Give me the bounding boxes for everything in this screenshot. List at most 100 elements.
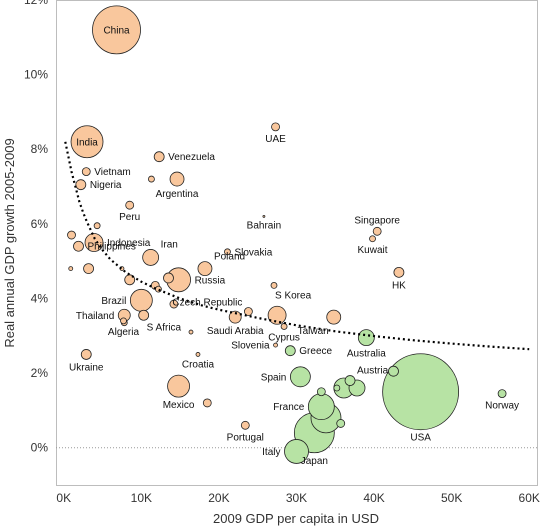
point-label-hk: HK — [392, 280, 406, 291]
point-labels: China India Vietnam Nigeria Peru Venezuela Arg… — [69, 25, 519, 466]
bubble-s-korea — [270, 282, 278, 289]
point-label-saudi-arabia: Saudi Arabia — [207, 326, 264, 337]
point-label-portugal: Portugal — [227, 432, 264, 443]
bubble-india — [70, 125, 104, 159]
bubble-mexico-b — [202, 398, 212, 408]
bubble-russia-b — [163, 272, 174, 284]
point-label-croatia: Croatia — [182, 359, 215, 370]
bubble-algeria — [120, 317, 127, 325]
bubble-bahrain — [262, 214, 266, 218]
point-label-indonesia: Indonesia — [107, 238, 151, 249]
bubble-austria — [344, 375, 356, 386]
point-label-usa: USA — [410, 433, 431, 444]
point-label-greece: Greece — [299, 346, 332, 357]
y-tick-label: 0% — [31, 441, 49, 455]
bubble-cyprus — [280, 323, 288, 330]
x-axis-title: 2009 GDP per capita in USD — [213, 511, 379, 526]
bubble-kuwait — [369, 235, 376, 243]
point-label-ukraine: Ukraine — [69, 362, 104, 373]
point-label-russia: Russia — [195, 275, 226, 286]
bubble-greece — [284, 345, 296, 357]
bubble-poland — [197, 261, 213, 277]
bubble-nigeria — [75, 179, 87, 191]
bubble-slovakia — [224, 248, 231, 256]
bubble-australia — [357, 329, 375, 347]
point-label-norway: Norway — [485, 401, 519, 412]
point-label-cyprus: Cyprus — [268, 332, 300, 343]
x-tick-label: 40K — [363, 491, 384, 505]
point-label-brazil: Brazil — [101, 296, 126, 307]
point-label-thailand: Thailand — [76, 311, 114, 322]
y-tick-label: 8% — [31, 142, 49, 156]
plot-frame — [56, 0, 538, 486]
point-label-france: France — [273, 402, 305, 413]
point-label-spain: Spain — [261, 372, 287, 383]
point-label-bahrain: Bahrain — [247, 220, 281, 231]
bubble-austria-b — [388, 365, 399, 377]
x-tick-label: 60K — [519, 491, 540, 505]
point-label-australia: Australia — [347, 349, 386, 360]
y-tick-label: 2% — [31, 366, 49, 380]
y-tick-label: 10% — [24, 68, 48, 82]
point-label-japan: Japan — [301, 456, 328, 467]
bubble-portugal — [240, 420, 250, 430]
bubble-s-korea-b — [267, 305, 287, 325]
bubble-hk — [393, 266, 405, 278]
bubble-vietnam — [81, 167, 91, 177]
bubble-norway — [497, 389, 507, 398]
point-label-vietnam: Vietnam — [94, 167, 131, 178]
bubble-france-c — [336, 419, 346, 428]
point-label-italy: Italy — [262, 447, 280, 458]
y-tick-label: 12% — [24, 0, 48, 7]
y-tick-label: 4% — [31, 291, 49, 305]
bubble-indonesia — [84, 233, 104, 252]
bubble-argentina — [169, 171, 185, 187]
point-label-slovakia: Slovakia — [234, 247, 272, 258]
bubble-peru — [125, 200, 135, 210]
bubble-philippines-c — [83, 263, 94, 275]
point-label-s-africa: S Africa — [147, 322, 182, 333]
bubble-s-africa — [138, 309, 150, 321]
bubble-singapore — [372, 226, 382, 236]
bubble-taiwan — [326, 309, 342, 325]
bubble-brazil — [129, 288, 153, 312]
point-label-s-korea: S Korea — [275, 290, 312, 301]
point-label-china: China — [103, 25, 130, 36]
point-label-czech-republic: Czech Republic — [172, 298, 242, 309]
bubble-saudi-arabia — [228, 310, 242, 324]
bubble-argentina-b — [148, 175, 155, 183]
bubble-usa — [382, 353, 460, 431]
point-label-slovenia: Slovenia — [231, 341, 270, 352]
point-label-austria: Austria — [357, 366, 389, 377]
bubble-iran — [142, 249, 160, 266]
bubble-uae — [271, 122, 280, 132]
x-axis-tick-labels: 0K 10K 20K 30K 40K 50K 60K — [56, 491, 540, 505]
bubble-croatia — [195, 352, 201, 357]
bubble-saudi-arabia-b — [188, 329, 194, 335]
bubble-philippines-b — [68, 266, 74, 272]
point-label-peru: Peru — [119, 212, 140, 223]
bubble-venezuela — [153, 151, 165, 163]
point-label-india: India — [76, 137, 98, 148]
x-tick-label: 30K — [286, 491, 307, 505]
y-axis-title: Real annual GDP growth 2005-2009 — [2, 138, 17, 347]
bubble-spain — [289, 366, 311, 388]
bubble-france — [307, 393, 335, 421]
x-tick-label: 50K — [441, 491, 462, 505]
point-label-nigeria: Nigeria — [90, 180, 122, 191]
bubble-china — [92, 5, 141, 55]
x-tick-label: 10K — [131, 491, 152, 505]
point-label-taiwan: Taiwan — [298, 326, 329, 337]
bubble-mexico — [167, 374, 190, 398]
point-label-algeria: Algeria — [108, 327, 140, 338]
bubble-slovenia — [273, 342, 278, 348]
bubble-series — [67, 5, 507, 464]
point-label-mexico: Mexico — [163, 400, 195, 411]
point-label-venezuela: Venezuela — [168, 152, 215, 163]
bubble-italy — [284, 439, 309, 464]
bubble-indonesia-c — [67, 230, 76, 240]
point-label-kuwait: Kuwait — [358, 245, 388, 256]
bubble-brazil-d — [169, 299, 179, 309]
y-axis-tick-labels: 0% 2% 4% 6% 8% 10% 12% — [24, 0, 48, 455]
